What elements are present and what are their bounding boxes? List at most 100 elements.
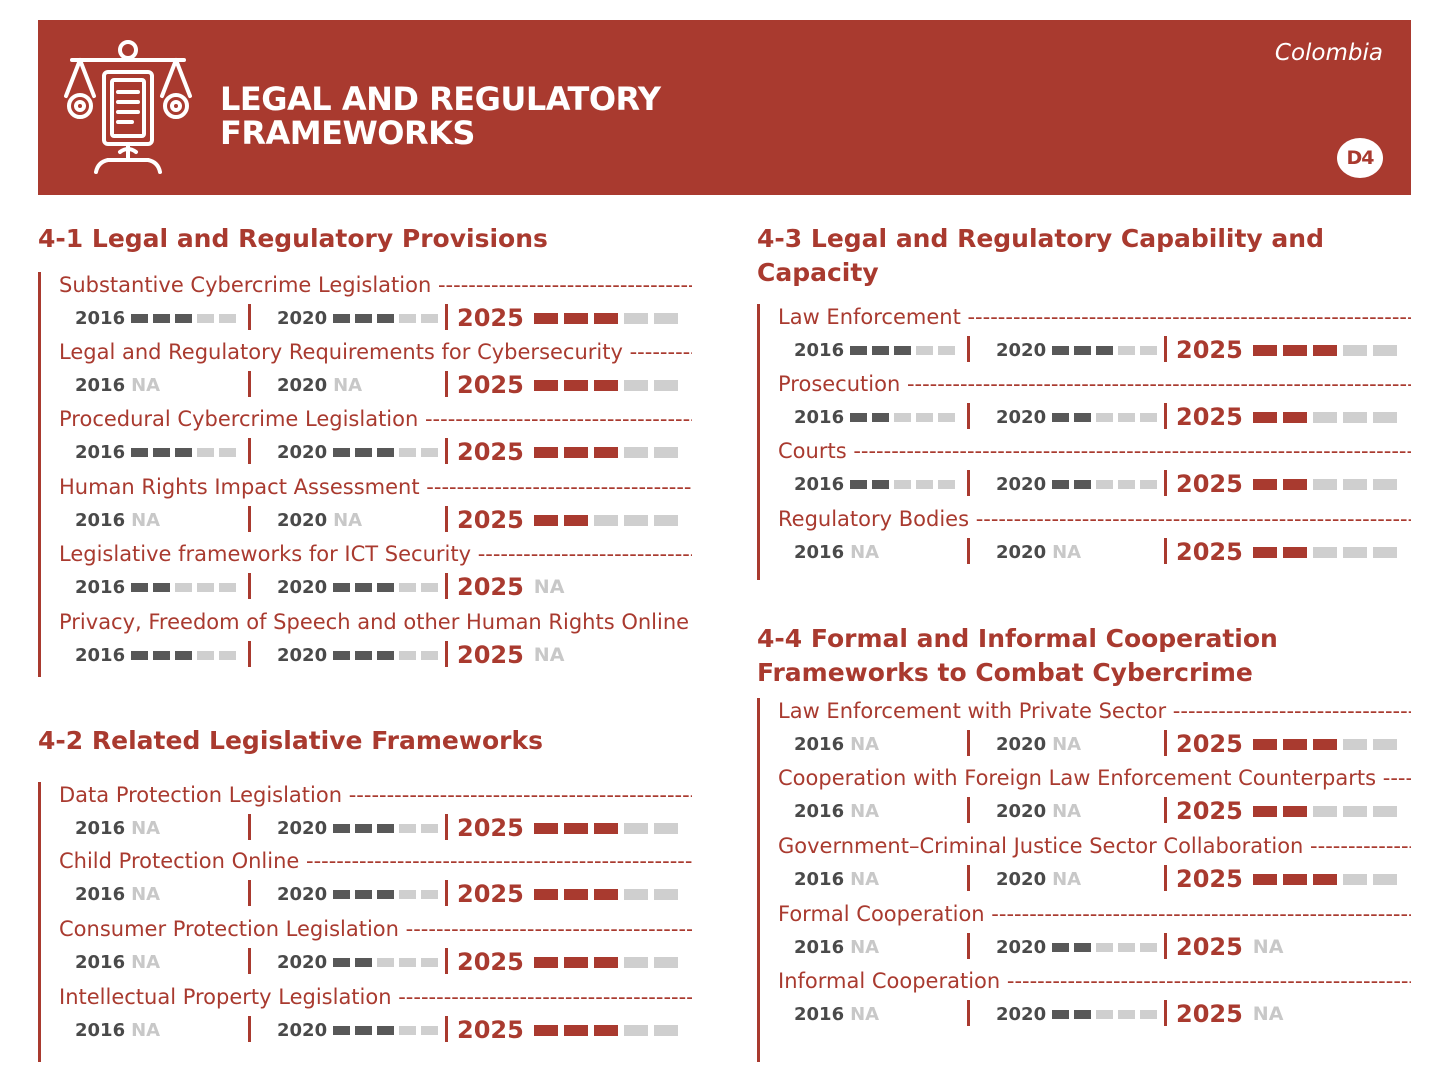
score-bar-empty xyxy=(1096,479,1114,489)
score-bar-empty xyxy=(1372,546,1397,558)
indicator-label: Data Protection Legislation xyxy=(59,782,692,808)
score-na: NA xyxy=(333,374,363,396)
score-year: 2025 xyxy=(457,814,524,842)
legal-scales-document-icon xyxy=(64,40,192,174)
score-bar-empty xyxy=(1342,738,1367,750)
score-year: 2025 xyxy=(457,573,524,601)
score-bar-empty xyxy=(399,1025,417,1035)
score-2016: 2016 xyxy=(75,303,241,333)
score-bar-filled xyxy=(333,957,351,967)
score-bar-empty xyxy=(1372,478,1397,490)
score-bar-filled xyxy=(333,650,351,660)
indicator-row: Legislative frameworks for ICT Security 2… xyxy=(59,541,692,605)
score-bar-filled xyxy=(563,1024,588,1036)
score-bar-empty xyxy=(197,313,215,323)
score-2025: 2025 xyxy=(457,813,684,843)
title-line-1: LEGAL AND REGULATORY xyxy=(220,80,661,118)
score-year: 2020 xyxy=(996,868,1047,890)
score-2020: 2020 xyxy=(996,469,1162,499)
score-2016: 2016 xyxy=(75,437,241,467)
score-separator xyxy=(445,438,448,464)
score-2025: 2025 xyxy=(457,879,684,909)
score-bar-filled xyxy=(1074,1009,1092,1019)
score-bar-filled xyxy=(377,1025,395,1035)
score-bar-filled xyxy=(563,312,588,324)
score-bar-filled xyxy=(355,957,373,967)
score-bars xyxy=(333,447,443,457)
indicator-scores: 2016 NA 2020 NA 2025 xyxy=(794,864,1414,894)
score-separator xyxy=(248,573,251,599)
score-na: NA xyxy=(1052,868,1082,890)
score-bars xyxy=(1252,873,1403,885)
score-separator xyxy=(248,1016,251,1042)
score-bar-filled xyxy=(131,582,149,592)
score-bar-empty xyxy=(1118,479,1136,489)
score-2025: 2025 NA xyxy=(1176,999,1283,1029)
score-year: 2016 xyxy=(794,733,845,755)
score-bar-empty xyxy=(219,313,237,323)
score-bars xyxy=(533,1024,684,1036)
score-bar-empty xyxy=(1312,411,1337,423)
score-2016: 2016 NA xyxy=(75,947,160,977)
score-year: 2025 xyxy=(457,506,524,534)
score-bar-filled xyxy=(533,514,558,526)
score-2025: 2025 xyxy=(457,1015,684,1045)
score-bar-empty xyxy=(219,447,237,457)
indicator-row: Legal and Regulatory Requirements for Cy… xyxy=(59,339,692,403)
score-year: 2020 xyxy=(996,1003,1047,1025)
score-bar-filled xyxy=(1282,546,1307,558)
score-bar-empty xyxy=(623,514,648,526)
score-bar-filled xyxy=(533,312,558,324)
indicator-scores: 2016 NA 2020 2025 NA xyxy=(794,932,1414,962)
score-bars xyxy=(533,822,684,834)
score-bar-filled xyxy=(593,379,618,391)
section-body: Law Enforcement with Private Sector2016N… xyxy=(757,698,1414,1062)
score-bar-filled xyxy=(153,313,171,323)
score-year: 2025 xyxy=(1176,470,1243,498)
score-year: 2016 xyxy=(75,644,126,666)
score-bar-filled xyxy=(1252,411,1277,423)
indicator-row: Courts 2016 2020 2025 xyxy=(778,438,1411,502)
score-2016: 2016 xyxy=(75,640,241,670)
indicator-label: Informal Cooperation xyxy=(778,968,1411,994)
score-2020: 2020 xyxy=(996,932,1162,962)
score-bar-empty xyxy=(1342,411,1367,423)
score-2016: 2016 NA xyxy=(794,729,879,759)
score-bar-filled xyxy=(850,345,868,355)
score-separator xyxy=(248,948,251,974)
score-bars xyxy=(850,412,960,422)
score-2020: 2020 NA xyxy=(277,505,362,535)
indicator-label: Child Protection Online xyxy=(59,848,692,874)
score-bar-empty xyxy=(175,582,193,592)
score-na: NA xyxy=(1052,541,1082,563)
score-bars xyxy=(1252,411,1403,423)
score-bar-filled xyxy=(355,650,373,660)
score-bar-empty xyxy=(1312,546,1337,558)
score-bar-filled xyxy=(533,379,558,391)
score-year: 2025 xyxy=(457,304,524,332)
indicator-row: Prosecution 2016 2020 2025 xyxy=(778,371,1411,435)
section-4-3: 4-3 Legal and Regulatory Capability and … xyxy=(757,222,1411,580)
score-separator xyxy=(248,304,251,330)
score-bar-filled xyxy=(1252,546,1277,558)
score-separator xyxy=(967,470,970,496)
score-2016: 2016 xyxy=(794,469,960,499)
score-bar-empty xyxy=(197,447,215,457)
score-separator xyxy=(967,1000,970,1026)
score-bar-filled xyxy=(1282,873,1307,885)
indicator-scores: 2016 NA 2020 2025 xyxy=(75,879,695,909)
score-2016: 2016 NA xyxy=(794,999,879,1029)
score-separator xyxy=(967,730,970,756)
indicator-label: Formal Cooperation xyxy=(778,901,1411,927)
score-separator xyxy=(1164,933,1167,959)
score-bar-empty xyxy=(1372,344,1397,356)
score-2025: 2025 xyxy=(457,303,684,333)
section-title: 4-3 Legal and Regulatory Capability and … xyxy=(757,222,1397,290)
score-na: NA xyxy=(850,733,880,755)
score-separator xyxy=(1164,538,1167,564)
score-na: NA xyxy=(850,1003,880,1025)
score-2020: 2020 xyxy=(277,813,443,843)
score-na: NA xyxy=(131,1019,161,1041)
score-bar-filled xyxy=(131,313,149,323)
